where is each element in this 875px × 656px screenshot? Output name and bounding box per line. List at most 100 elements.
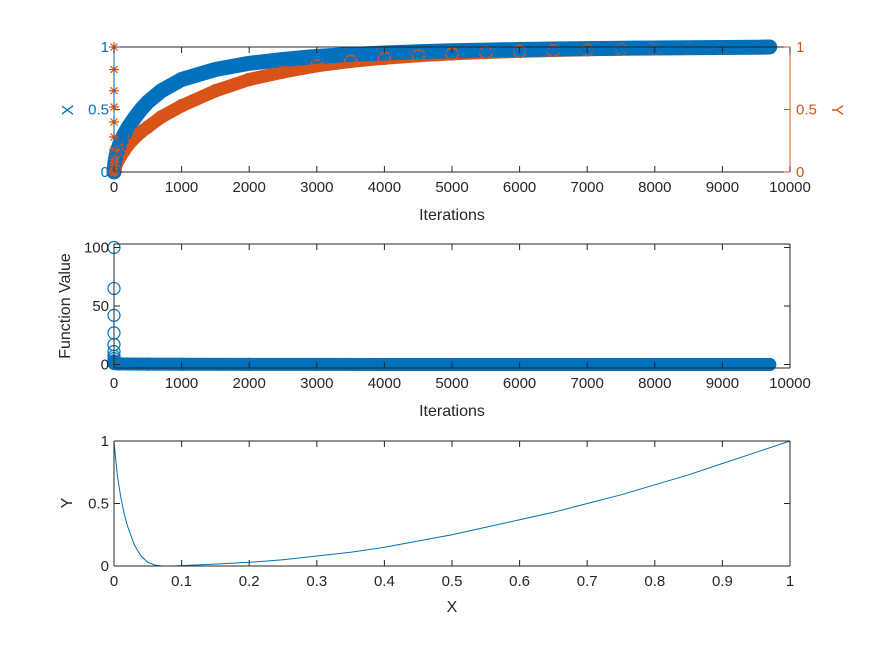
x-tick-label: 9000 — [706, 375, 739, 392]
subplot2-y-ticks: 0 50 100 — [84, 240, 790, 373]
data-point — [343, 47, 358, 62]
data-point — [134, 102, 148, 117]
subplot1-y-left-axis-label: X — [60, 104, 77, 115]
data-point — [715, 357, 730, 372]
x-tick-label: 0 — [110, 375, 118, 392]
data-point — [127, 111, 142, 125]
data-point — [120, 121, 135, 135]
data-point — [242, 72, 256, 87]
x-tick-label: 6000 — [503, 179, 536, 196]
y-tick-label: 0 — [101, 356, 109, 373]
x-tick-label: 0.2 — [239, 573, 260, 590]
y-right-tick-label: 0 — [796, 164, 804, 181]
x-tick-label: 7000 — [571, 179, 604, 196]
data-point — [141, 357, 155, 371]
data-point — [310, 357, 324, 372]
y-tick-label: 50 — [92, 298, 109, 315]
subplot1-x-ticks: 0 1000 2000 3000 4000 5000 6000 7000 8000 9000 100… — [110, 47, 811, 196]
x-tick-label: 2000 — [233, 375, 266, 392]
data-point — [111, 140, 126, 154]
x-tick-label: 4000 — [368, 375, 401, 392]
subplot1-marks — [106, 39, 778, 180]
data-point — [276, 52, 290, 67]
x-tick-label: 7000 — [571, 375, 604, 392]
data-point — [580, 41, 594, 56]
data-point — [208, 62, 223, 77]
x-tick-label: 10000 — [769, 375, 811, 392]
subplot1-y-ticks-right: 00.51 — [784, 39, 817, 181]
y-tick-label: 0.5 — [88, 102, 109, 119]
x-tick-label: 3000 — [300, 179, 333, 196]
x-tick-label: 9000 — [706, 179, 739, 196]
data-point — [445, 44, 459, 58]
x-tick-label: 10000 — [769, 179, 811, 196]
data-point — [512, 357, 527, 372]
data-point — [154, 84, 169, 98]
data-point — [141, 95, 155, 109]
x-tick-label: 1000 — [165, 179, 198, 196]
x-tick-label: 2000 — [233, 179, 266, 196]
data-point — [242, 56, 256, 70]
data-point — [242, 357, 256, 371]
data-point — [208, 84, 223, 98]
x-tick-label: 8000 — [638, 375, 671, 392]
x-tick-label: 1 — [786, 573, 794, 590]
data-point — [120, 357, 135, 371]
x-tick-label: 0 — [110, 573, 118, 590]
subplot2-y-axis-label: Function Value — [57, 253, 74, 359]
y-tick-label: 0 — [101, 164, 109, 181]
x-tick-label: 0 — [110, 179, 118, 196]
data-point — [411, 49, 425, 63]
data-point — [114, 134, 128, 148]
data-point — [512, 42, 527, 57]
y-tick-label: 0.5 — [88, 496, 109, 513]
data-point — [479, 43, 493, 57]
subplot3-x-axis-label: X — [447, 599, 458, 616]
data-point — [117, 127, 131, 142]
y-tick-label: 1 — [101, 39, 109, 56]
x-tick-label: 6000 — [503, 375, 536, 392]
data-point — [445, 357, 459, 372]
y-right-tick-label: 0.5 — [796, 102, 817, 119]
data-point — [310, 59, 324, 73]
y-tick-label: 100 — [84, 240, 109, 257]
y-tick-label: 1 — [101, 433, 109, 450]
subplot2-x-ticks: 0 1000 2000 3000 4000 5000 6000 7000 8000 9000 100… — [110, 244, 811, 392]
subplot-x-y-vs-iterations: 0 1000 2000 3000 4000 5000 6000 7000 8000 9000 100… — [60, 39, 845, 224]
subplot3-y-axis-label: Y — [59, 497, 76, 508]
x-tick-label: 5000 — [435, 375, 468, 392]
data-point — [114, 357, 128, 371]
data-point — [580, 357, 594, 372]
data-point — [648, 41, 662, 55]
x-tick-label: 0.9 — [712, 573, 733, 590]
data-point — [681, 41, 696, 55]
subplot-function-value-vs-iterations: 0 1000 2000 3000 4000 5000 6000 7000 8000 9000 100… — [57, 240, 811, 420]
data-point — [614, 41, 628, 55]
function-value-trace — [107, 356, 777, 371]
y-right-tick-label: 1 — [796, 39, 804, 56]
subplot3-y-ticks: 00.51 — [88, 433, 790, 575]
data-point — [343, 54, 358, 69]
subplot1-y-right-axis-label: Y — [828, 105, 845, 116]
x-tick-label: 0.7 — [577, 573, 598, 590]
x-tick-label: 0.3 — [306, 573, 327, 590]
x-tick-label: 0.1 — [171, 573, 192, 590]
x-tick-label: 0.6 — [509, 573, 530, 590]
data-point — [175, 357, 189, 371]
subplot-y-vs-x: 0 0.1 0.2 0.3 0.4 0.5 0.6 0.7 0.8 0.9 1 00.51 X Y — [59, 433, 794, 616]
x-tick-label: 0.4 — [374, 573, 395, 590]
x-tick-label: 0.8 — [644, 573, 665, 590]
data-point — [648, 357, 662, 372]
x-tick-label: 5000 — [435, 179, 468, 196]
subplot3-x-ticks: 0 0.1 0.2 0.3 0.4 0.5 0.6 0.7 0.8 0.9 1 — [110, 441, 794, 590]
x-tick-label: 0.5 — [442, 573, 463, 590]
data-point — [141, 120, 155, 134]
data-point — [174, 72, 189, 87]
x-tick-label: 3000 — [300, 375, 333, 392]
x-tick-label: 1000 — [165, 375, 198, 392]
x-tick-label: 8000 — [638, 179, 671, 196]
x-tick-label: 4000 — [368, 179, 401, 196]
data-point — [154, 110, 169, 124]
